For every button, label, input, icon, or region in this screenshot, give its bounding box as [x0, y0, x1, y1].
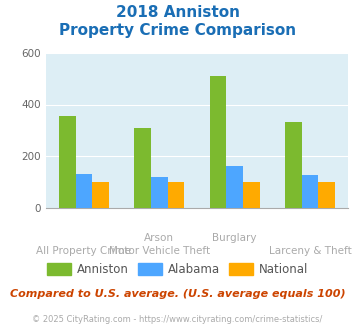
Bar [151, 178, 168, 208]
Bar [168, 182, 184, 208]
Text: Motor Vehicle Theft: Motor Vehicle Theft [109, 246, 210, 256]
Bar [243, 182, 260, 208]
Bar [92, 182, 109, 208]
Bar [226, 166, 243, 208]
Text: Burglary: Burglary [213, 233, 257, 243]
Text: Property Crime Comparison: Property Crime Comparison [59, 23, 296, 38]
Bar [302, 175, 318, 208]
Text: Larceny & Theft: Larceny & Theft [269, 246, 351, 256]
Text: 2018 Anniston: 2018 Anniston [115, 5, 240, 20]
Bar [318, 182, 335, 208]
Bar [76, 174, 92, 208]
Legend: Anniston, Alabama, National: Anniston, Alabama, National [42, 258, 313, 281]
Bar [285, 122, 302, 208]
Text: All Property Crime: All Property Crime [36, 246, 131, 256]
Bar [135, 128, 151, 208]
Text: © 2025 CityRating.com - https://www.cityrating.com/crime-statistics/: © 2025 CityRating.com - https://www.city… [32, 315, 323, 324]
Text: Arson: Arson [144, 233, 174, 243]
Bar [210, 76, 226, 208]
Bar [59, 115, 76, 208]
Text: Compared to U.S. average. (U.S. average equals 100): Compared to U.S. average. (U.S. average … [10, 289, 345, 299]
